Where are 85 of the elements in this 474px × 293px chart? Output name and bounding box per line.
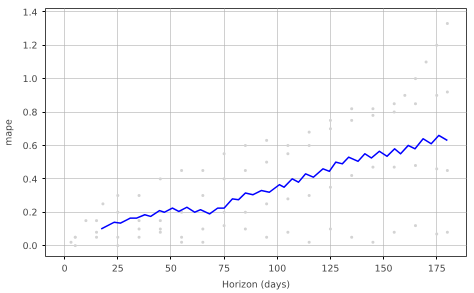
point [180,210,184,214]
point [265,160,268,164]
point [286,152,290,156]
y-axis-title: mape [4,119,15,146]
point [392,102,396,106]
point [371,114,374,117]
point [392,166,396,169]
point [414,77,417,80]
point [138,194,141,198]
y-tick-label: 1.2 [22,40,38,52]
x-tick-label: 125 [322,264,340,274]
point [201,240,204,244]
point [138,227,141,230]
point [265,236,268,239]
point [116,210,120,214]
point [74,244,77,248]
point [424,60,428,64]
point [350,236,354,239]
point [328,127,332,130]
x-tick-label: 0 [62,264,68,274]
y-tick-label: 0.0 [22,241,38,252]
point [392,230,396,234]
point [265,202,268,206]
point [350,118,354,122]
point [158,227,162,230]
point [95,219,98,222]
y-tick-label: 0.6 [22,140,38,152]
y-tick-label: 1.4 [22,7,38,18]
point [414,102,417,106]
point [308,130,311,134]
x-tick-label: 75 [218,264,230,274]
x-axis-title: Horizon (days) [222,280,290,290]
point [95,236,98,239]
point [435,44,438,47]
point [84,219,88,222]
point [371,166,374,169]
point [446,90,449,94]
point [371,240,374,244]
point [286,230,290,234]
x-tick-label: 175 [428,264,446,274]
point [138,236,141,239]
y-tick-label: 1.0 [22,74,38,86]
point [446,168,449,172]
point [244,210,247,214]
point [158,219,162,222]
point [201,227,204,230]
point [392,110,396,114]
point [308,194,311,198]
x-tick-label: 50 [165,264,177,274]
y-tick-label: 0.4 [22,174,38,186]
point [244,168,247,172]
point [180,240,184,244]
y-tick-label: 0.2 [22,208,38,219]
point [328,186,332,189]
point [222,152,226,156]
point [101,202,104,206]
point [201,168,204,172]
point [265,138,268,142]
point [222,224,226,228]
x-tick-label: 150 [374,264,393,274]
x-tick-label: 100 [268,264,286,274]
line-series [100,134,448,230]
point [180,168,184,172]
point [222,210,226,214]
point [403,94,406,97]
point [286,197,290,200]
point [201,194,204,198]
point [180,236,184,239]
point [244,227,247,230]
point [138,219,141,222]
point [446,22,449,26]
point [350,107,354,110]
point [350,174,354,177]
point [414,164,417,167]
y-tick-label: 0.8 [22,108,38,119]
x-tick-label: 25 [112,264,124,274]
point [414,224,417,228]
point [70,240,73,244]
point [116,244,120,248]
point [158,177,162,180]
point [371,107,374,110]
point [308,240,311,244]
point [446,230,449,234]
point [158,230,162,234]
point [95,230,98,234]
